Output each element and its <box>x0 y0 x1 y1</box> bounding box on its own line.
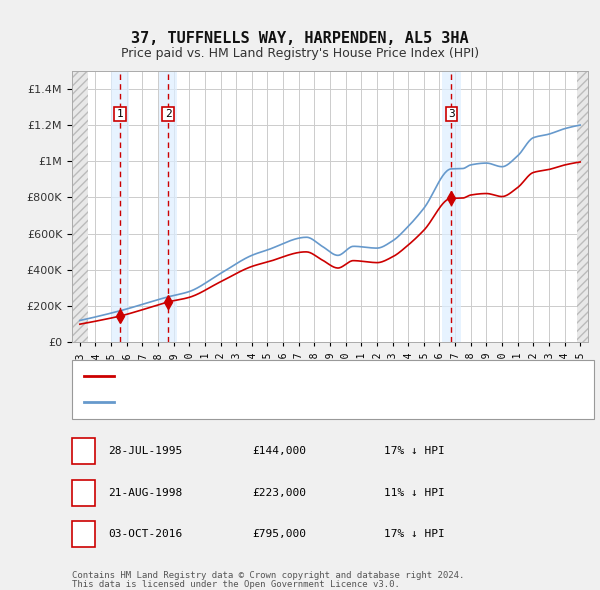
Text: 1: 1 <box>80 445 87 458</box>
Text: This data is licensed under the Open Government Licence v3.0.: This data is licensed under the Open Gov… <box>72 579 400 589</box>
Text: 03-OCT-2016: 03-OCT-2016 <box>108 529 182 539</box>
Text: £144,000: £144,000 <box>252 447 306 456</box>
Text: 3: 3 <box>448 109 455 119</box>
Text: 17% ↓ HPI: 17% ↓ HPI <box>384 447 445 456</box>
Text: HPI: Average price, detached house, St Albans: HPI: Average price, detached house, St A… <box>120 398 401 407</box>
Text: 2: 2 <box>164 109 172 119</box>
Text: 37, TUFFNELLS WAY, HARPENDEN, AL5 3HA (detached house): 37, TUFFNELLS WAY, HARPENDEN, AL5 3HA (d… <box>120 372 458 381</box>
Text: 1: 1 <box>116 109 124 119</box>
Text: 37, TUFFNELLS WAY, HARPENDEN, AL5 3HA: 37, TUFFNELLS WAY, HARPENDEN, AL5 3HA <box>131 31 469 46</box>
Bar <box>442 71 461 342</box>
Text: Contains HM Land Registry data © Crown copyright and database right 2024.: Contains HM Land Registry data © Crown c… <box>72 571 464 580</box>
Bar <box>158 71 178 342</box>
Text: 3: 3 <box>80 527 87 540</box>
Text: Price paid vs. HM Land Registry's House Price Index (HPI): Price paid vs. HM Land Registry's House … <box>121 47 479 60</box>
Text: £795,000: £795,000 <box>252 529 306 539</box>
Bar <box>577 71 588 342</box>
Text: 21-AUG-1998: 21-AUG-1998 <box>108 488 182 497</box>
Text: 2: 2 <box>80 486 87 499</box>
Text: 28-JUL-1995: 28-JUL-1995 <box>108 447 182 456</box>
Bar <box>110 71 130 342</box>
Text: £223,000: £223,000 <box>252 488 306 497</box>
Text: 11% ↓ HPI: 11% ↓ HPI <box>384 488 445 497</box>
Bar <box>72 71 88 342</box>
Text: 17% ↓ HPI: 17% ↓ HPI <box>384 529 445 539</box>
